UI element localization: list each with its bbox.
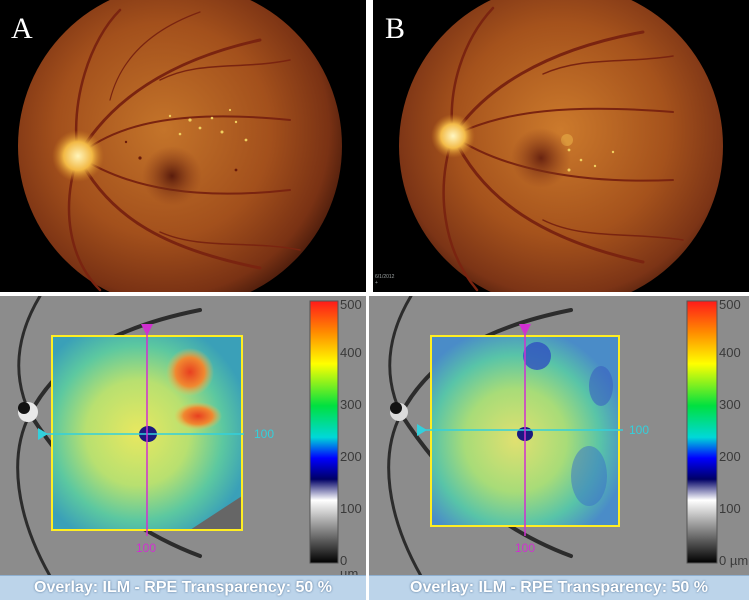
oct-map-graphic-a <box>0 296 366 600</box>
panel-letter-b: B <box>385 12 406 45</box>
scale-tick-200: 200 <box>719 449 741 464</box>
scale-tick-100: 100 <box>719 501 741 516</box>
scale-tick-500: 500 <box>719 297 741 312</box>
scale-tick-300: 300 <box>719 397 741 412</box>
image-date-stamp: 6/1/2012 + <box>375 274 395 286</box>
fundus-photo-a: A <box>0 0 366 292</box>
horizontal-scan-label: 100 <box>629 423 650 437</box>
scale-tick-100: 100 <box>340 501 362 516</box>
scale-tick-200: 200 <box>340 449 362 464</box>
scale-tick-500: 500 <box>340 297 362 312</box>
horizontal-scan-label: 100 <box>254 427 275 441</box>
panel-letter-a: A <box>11 12 33 45</box>
oct-thickness-map-a: 100 100 500 400 300 200 100 0 µm Overlay… <box>0 296 366 600</box>
oct-map-graphic-b <box>369 296 749 600</box>
scale-tick-400: 400 <box>719 345 741 360</box>
overlay-status-bar: Overlay: ILM - RPE Transparency: 50 % <box>0 575 366 600</box>
scale-tick-300: 300 <box>340 397 362 412</box>
vertical-scan-label: 100 <box>515 541 536 555</box>
fundus-image-a <box>18 0 342 292</box>
fundus-image-b <box>399 0 723 292</box>
scale-tick-0: 0 µm <box>719 553 749 568</box>
fundus-photo-b: B 6/1/2012 + <box>373 0 749 292</box>
oct-thickness-map-b: 100 100 500 400 300 200 100 0 µm Overlay… <box>369 296 749 600</box>
scale-tick-400: 400 <box>340 345 362 360</box>
vertical-scan-label: 100 <box>136 541 157 555</box>
overlay-status-bar: Overlay: ILM - RPE Transparency: 50 % <box>369 575 749 600</box>
